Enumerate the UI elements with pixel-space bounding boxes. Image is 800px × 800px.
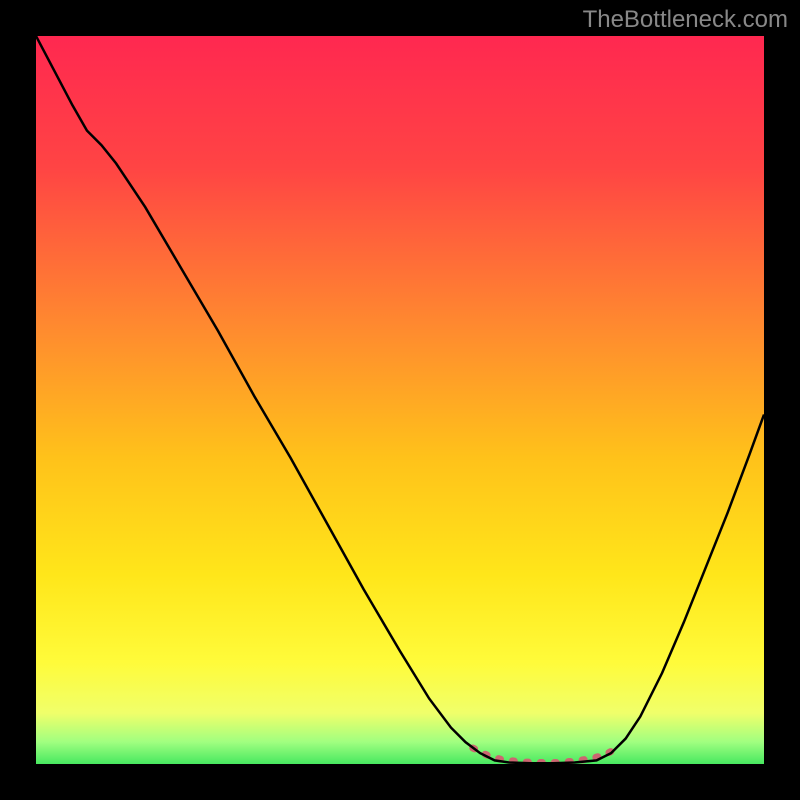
watermark-text: TheBottleneck.com — [583, 6, 788, 34]
chart-container: TheBottleneck.com — [0, 0, 800, 800]
bottleneck-curve — [36, 36, 764, 763]
curve-layer — [36, 36, 764, 764]
plot-area — [36, 36, 764, 764]
